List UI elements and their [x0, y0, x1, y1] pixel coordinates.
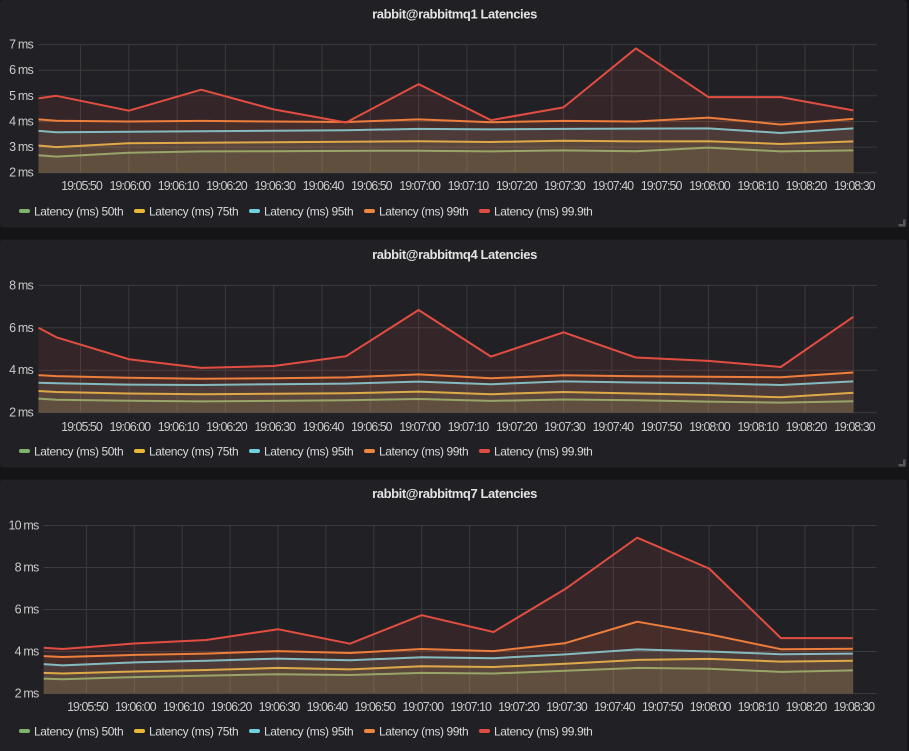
- svg-text:Latency (ms) 99th: Latency (ms) 99th: [379, 725, 468, 739]
- svg-text:2 ms: 2 ms: [9, 406, 33, 420]
- svg-text:Latency (ms) 50th: Latency (ms) 50th: [34, 205, 123, 219]
- svg-text:6 ms: 6 ms: [9, 63, 33, 77]
- svg-text:19:08:30: 19:08:30: [834, 420, 876, 434]
- svg-text:19:07:50: 19:07:50: [642, 700, 684, 714]
- svg-text:19:07:00: 19:07:00: [399, 420, 441, 434]
- svg-text:2 ms: 2 ms: [15, 687, 39, 701]
- svg-text:4 ms: 4 ms: [15, 645, 39, 659]
- svg-text:6 ms: 6 ms: [15, 603, 39, 617]
- svg-text:19:06:20: 19:06:20: [211, 700, 253, 714]
- svg-text:rabbit@rabbitmq4 Latencies: rabbit@rabbitmq4 Latencies: [372, 247, 537, 262]
- svg-text:Latency (ms) 50th: Latency (ms) 50th: [34, 445, 123, 459]
- svg-text:Latency (ms) 99.9th: Latency (ms) 99.9th: [494, 445, 592, 459]
- svg-text:19:08:20: 19:08:20: [786, 179, 828, 193]
- svg-text:19:07:20: 19:07:20: [496, 420, 538, 434]
- svg-text:Latency (ms) 99th: Latency (ms) 99th: [379, 205, 468, 219]
- svg-text:19:08:10: 19:08:10: [737, 420, 779, 434]
- svg-text:19:06:10: 19:06:10: [158, 179, 200, 193]
- svg-text:Latency (ms) 99.9th: Latency (ms) 99.9th: [494, 725, 592, 739]
- svg-text:19:07:10: 19:07:10: [448, 179, 490, 193]
- svg-text:19:06:20: 19:06:20: [206, 179, 248, 193]
- svg-text:4 ms: 4 ms: [9, 115, 33, 129]
- svg-text:19:06:30: 19:06:30: [254, 420, 296, 434]
- svg-text:19:06:00: 19:06:00: [115, 700, 157, 714]
- svg-text:19:08:20: 19:08:20: [786, 700, 828, 714]
- svg-text:Latency (ms) 75th: Latency (ms) 75th: [149, 725, 238, 739]
- svg-text:19:08:30: 19:08:30: [834, 179, 876, 193]
- svg-text:6 ms: 6 ms: [9, 321, 33, 335]
- svg-text:19:08:20: 19:08:20: [786, 420, 828, 434]
- svg-text:19:05:50: 19:05:50: [61, 179, 103, 193]
- svg-text:19:06:50: 19:06:50: [351, 420, 393, 434]
- svg-text:8 ms: 8 ms: [9, 278, 33, 292]
- svg-text:19:06:20: 19:06:20: [206, 420, 248, 434]
- svg-text:19:06:10: 19:06:10: [158, 420, 200, 434]
- svg-text:rabbit@rabbitmq7 Latencies: rabbit@rabbitmq7 Latencies: [372, 486, 537, 501]
- svg-text:19:08:10: 19:08:10: [738, 700, 780, 714]
- svg-text:19:06:00: 19:06:00: [109, 420, 151, 434]
- svg-text:19:06:40: 19:06:40: [307, 700, 349, 714]
- svg-text:19:07:00: 19:07:00: [402, 700, 444, 714]
- svg-text:19:05:50: 19:05:50: [67, 700, 109, 714]
- svg-text:19:07:50: 19:07:50: [641, 179, 683, 193]
- svg-text:10 ms: 10 ms: [8, 519, 39, 533]
- svg-text:19:07:20: 19:07:20: [496, 179, 538, 193]
- svg-text:4 ms: 4 ms: [9, 363, 33, 377]
- svg-text:7 ms: 7 ms: [9, 38, 33, 52]
- svg-text:Latency (ms) 75th: Latency (ms) 75th: [149, 445, 238, 459]
- svg-text:19:06:40: 19:06:40: [303, 179, 345, 193]
- svg-text:Latency (ms) 95th: Latency (ms) 95th: [264, 445, 353, 459]
- svg-text:19:08:00: 19:08:00: [690, 700, 732, 714]
- svg-text:19:06:00: 19:06:00: [109, 179, 151, 193]
- svg-text:19:06:10: 19:06:10: [163, 700, 205, 714]
- svg-text:19:06:40: 19:06:40: [303, 420, 345, 434]
- svg-text:19:06:50: 19:06:50: [354, 700, 396, 714]
- svg-text:Latency (ms) 95th: Latency (ms) 95th: [264, 725, 353, 739]
- svg-text:19:07:40: 19:07:40: [594, 700, 636, 714]
- svg-text:19:07:30: 19:07:30: [546, 700, 588, 714]
- svg-text:8 ms: 8 ms: [15, 561, 39, 575]
- svg-text:3 ms: 3 ms: [9, 140, 33, 154]
- svg-text:19:07:20: 19:07:20: [498, 700, 540, 714]
- svg-text:Latency (ms) 95th: Latency (ms) 95th: [264, 205, 353, 219]
- svg-text:19:07:40: 19:07:40: [592, 420, 634, 434]
- svg-text:19:07:30: 19:07:30: [544, 179, 586, 193]
- svg-text:19:07:00: 19:07:00: [399, 179, 441, 193]
- svg-text:19:06:30: 19:06:30: [259, 700, 301, 714]
- svg-text:19:07:50: 19:07:50: [641, 420, 683, 434]
- svg-text:19:07:10: 19:07:10: [448, 420, 490, 434]
- svg-text:19:07:30: 19:07:30: [544, 420, 586, 434]
- svg-text:Latency (ms) 99th: Latency (ms) 99th: [379, 445, 468, 459]
- svg-text:Latency (ms) 99.9th: Latency (ms) 99.9th: [494, 205, 592, 219]
- svg-text:19:08:10: 19:08:10: [737, 179, 779, 193]
- svg-text:19:05:50: 19:05:50: [61, 420, 103, 434]
- svg-text:19:07:10: 19:07:10: [450, 700, 492, 714]
- svg-text:rabbit@rabbitmq1 Latencies: rabbit@rabbitmq1 Latencies: [372, 7, 537, 22]
- svg-text:Latency (ms) 50th: Latency (ms) 50th: [34, 725, 123, 739]
- svg-text:19:08:00: 19:08:00: [689, 420, 731, 434]
- svg-text:19:08:00: 19:08:00: [689, 179, 731, 193]
- svg-text:19:08:30: 19:08:30: [833, 700, 875, 714]
- svg-text:19:06:50: 19:06:50: [351, 179, 393, 193]
- svg-text:5 ms: 5 ms: [9, 89, 33, 103]
- svg-text:Latency (ms) 75th: Latency (ms) 75th: [149, 205, 238, 219]
- svg-text:19:06:30: 19:06:30: [254, 179, 296, 193]
- svg-text:19:07:40: 19:07:40: [592, 179, 634, 193]
- svg-text:2 ms: 2 ms: [9, 166, 33, 180]
